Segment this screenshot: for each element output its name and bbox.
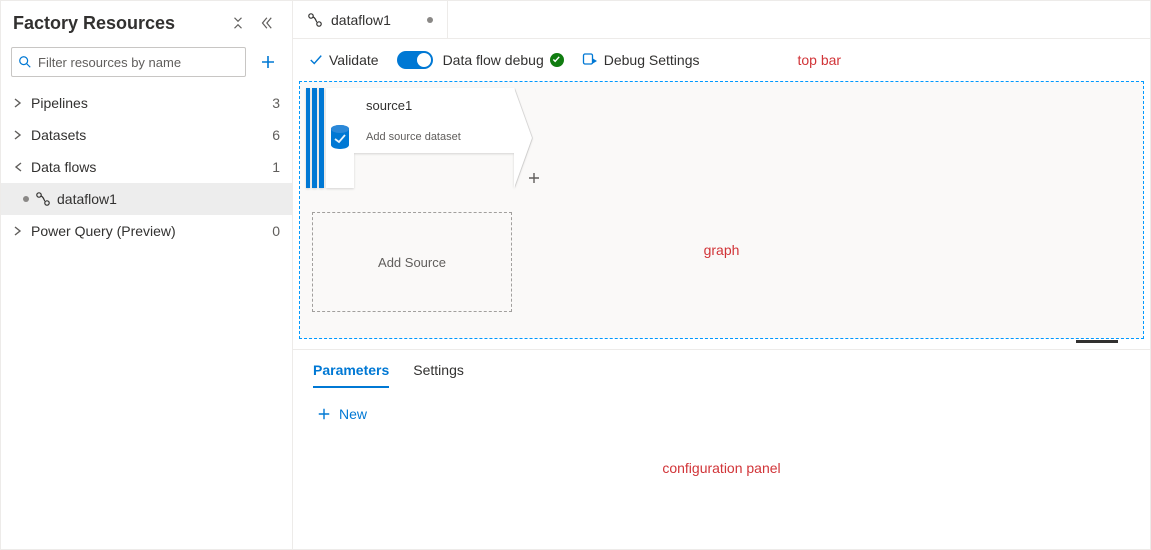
tree-child-dataflow1[interactable]: dataflow1 <box>1 183 292 215</box>
node-stripes <box>306 88 326 188</box>
filter-box[interactable] <box>11 47 246 77</box>
debug-settings-button[interactable]: Debug Settings <box>582 52 700 68</box>
filter-input[interactable] <box>38 55 239 70</box>
modified-dot-icon <box>427 17 433 23</box>
tree-item-count: 6 <box>272 127 280 143</box>
chevron-right-icon <box>11 226 25 236</box>
dataflow-icon <box>35 191 51 207</box>
debug-settings-label: Debug Settings <box>604 52 700 68</box>
filter-row <box>1 41 292 83</box>
source-node[interactable]: source1 Add source dataset <box>306 88 514 188</box>
tree-item-powerquery[interactable]: Power Query (Preview) 0 <box>1 215 292 247</box>
debug-label: Data flow debug <box>443 52 544 68</box>
config-tabs: Parameters Settings <box>293 350 1150 388</box>
new-parameter-button[interactable]: New <box>317 406 367 422</box>
editor-tabbar: dataflow1 <box>293 1 1150 39</box>
panel-resize-handle[interactable] <box>1076 340 1118 343</box>
tree-child-label: dataflow1 <box>57 191 117 207</box>
status-ok-icon <box>550 53 564 67</box>
config-tab-settings[interactable]: Settings <box>413 362 464 388</box>
sidebar-header: Factory Resources <box>1 1 292 41</box>
annotation-graph: graph <box>704 242 740 258</box>
annotation-top: top bar <box>797 52 841 68</box>
validate-button[interactable]: Validate <box>309 52 379 68</box>
database-icon <box>329 124 351 152</box>
source-node-subtitle: Add source dataset <box>366 131 502 143</box>
tree-item-label: Power Query (Preview) <box>25 223 272 239</box>
source-node-body-wrap: source1 Add source dataset <box>354 88 514 188</box>
tree-item-count: 3 <box>272 95 280 111</box>
tree-item-label: Data flows <box>25 159 272 175</box>
graph-row: source1 Add source dataset <box>306 88 540 188</box>
collapse-panel-icon[interactable] <box>252 9 280 37</box>
main-area: dataflow1 Validate Data flow debug Debug… <box>293 1 1150 549</box>
annotation-config: configuration panel <box>662 460 780 476</box>
add-source-label: Add Source <box>378 255 446 270</box>
tree-item-dataflows[interactable]: Data flows 1 <box>1 151 292 183</box>
search-icon <box>18 55 32 69</box>
tree-item-label: Datasets <box>25 127 272 143</box>
tree-item-count: 0 <box>272 223 280 239</box>
chevron-right-icon <box>11 98 25 108</box>
node-arrow-icon <box>514 88 532 188</box>
chevron-down-icon <box>11 163 25 171</box>
sidebar-title: Factory Resources <box>13 13 224 34</box>
add-resource-button[interactable] <box>254 47 282 77</box>
source-node-iconcol <box>326 88 354 188</box>
dataflow-icon <box>307 12 323 28</box>
tree-item-pipelines[interactable]: Pipelines 3 <box>1 87 292 119</box>
expand-all-icon[interactable] <box>224 9 252 37</box>
editor-tab-dataflow1[interactable]: dataflow1 <box>293 1 448 38</box>
modified-dot-icon <box>23 196 29 202</box>
plus-icon <box>317 407 331 421</box>
debug-toggle[interactable]: Data flow debug <box>397 51 564 69</box>
validate-label: Validate <box>329 52 379 68</box>
canvas-wrap: source1 Add source dataset Add Source gr… <box>293 81 1150 549</box>
config-panel: Parameters Settings New configuration pa… <box>293 349 1150 549</box>
toggle-on-icon <box>397 51 433 69</box>
settings-run-icon <box>582 52 598 68</box>
add-source-placeholder[interactable]: Add Source <box>312 212 512 312</box>
editor-tab-label: dataflow1 <box>331 12 391 28</box>
tree-item-count: 1 <box>272 159 280 175</box>
graph-canvas[interactable]: source1 Add source dataset Add Source gr… <box>299 81 1144 339</box>
resource-tree: Pipelines 3 Datasets 6 Data flows 1 data… <box>1 83 292 247</box>
source-node-title: source1 <box>366 98 502 113</box>
config-tab-parameters[interactable]: Parameters <box>313 362 389 388</box>
chevron-right-icon <box>11 130 25 140</box>
config-body: New <box>293 388 1150 442</box>
new-parameter-label: New <box>339 406 367 422</box>
tree-item-label: Pipelines <box>25 95 272 111</box>
toolbar: Validate Data flow debug Debug Settings … <box>293 39 1150 81</box>
check-icon <box>309 53 323 67</box>
app-root: Factory Resources Pipelines 3 <box>0 0 1151 550</box>
sidebar: Factory Resources Pipelines 3 <box>1 1 293 549</box>
source-node-body: source1 Add source dataset <box>354 88 514 153</box>
tree-item-datasets[interactable]: Datasets 6 <box>1 119 292 151</box>
